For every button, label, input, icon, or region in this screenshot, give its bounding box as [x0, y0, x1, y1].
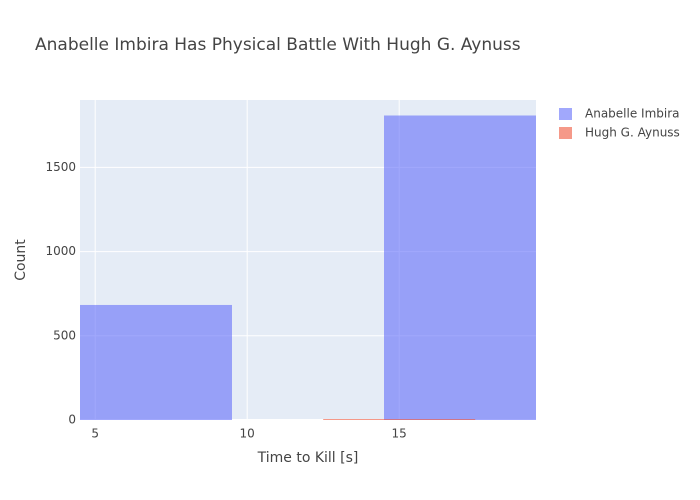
legend-swatch-0: [559, 108, 572, 120]
legend[interactable]: Anabelle Imbira Hugh G. Aynuss: [559, 107, 680, 140]
y-tick-label-1: 500: [53, 328, 76, 342]
legend-label-1: Hugh G. Aynuss: [585, 126, 680, 140]
x-axis-title: Time to Kill [s]: [257, 450, 359, 466]
legend-swatch-1: [559, 127, 572, 139]
legend-item-0[interactable]: Anabelle Imbira: [559, 107, 680, 121]
bar-series-0-bin-2[interactable]: [384, 115, 536, 420]
chart-title: Anabelle Imbira Has Physical Battle With…: [35, 35, 521, 55]
bar-series-1-bin-0[interactable]: [323, 419, 476, 420]
y-tick-label-3: 1500: [45, 160, 76, 174]
bar-series-0-bin-0[interactable]: [80, 304, 232, 420]
y-tick-label-2: 1000: [45, 244, 76, 258]
x-tick-label-1: 10: [240, 427, 255, 441]
legend-label-0: Anabelle Imbira: [585, 107, 680, 121]
x-axis-ticks: 5 10 15: [91, 427, 406, 441]
bars: [80, 115, 536, 420]
y-tick-label-0: 0: [68, 413, 76, 427]
legend-item-1[interactable]: Hugh G. Aynuss: [559, 126, 680, 140]
x-tick-label-0: 5: [91, 427, 99, 441]
x-tick-label-2: 15: [392, 427, 407, 441]
y-axis-ticks: 0 500 1000 1500: [45, 160, 76, 427]
y-axis-title: Count: [13, 239, 29, 281]
